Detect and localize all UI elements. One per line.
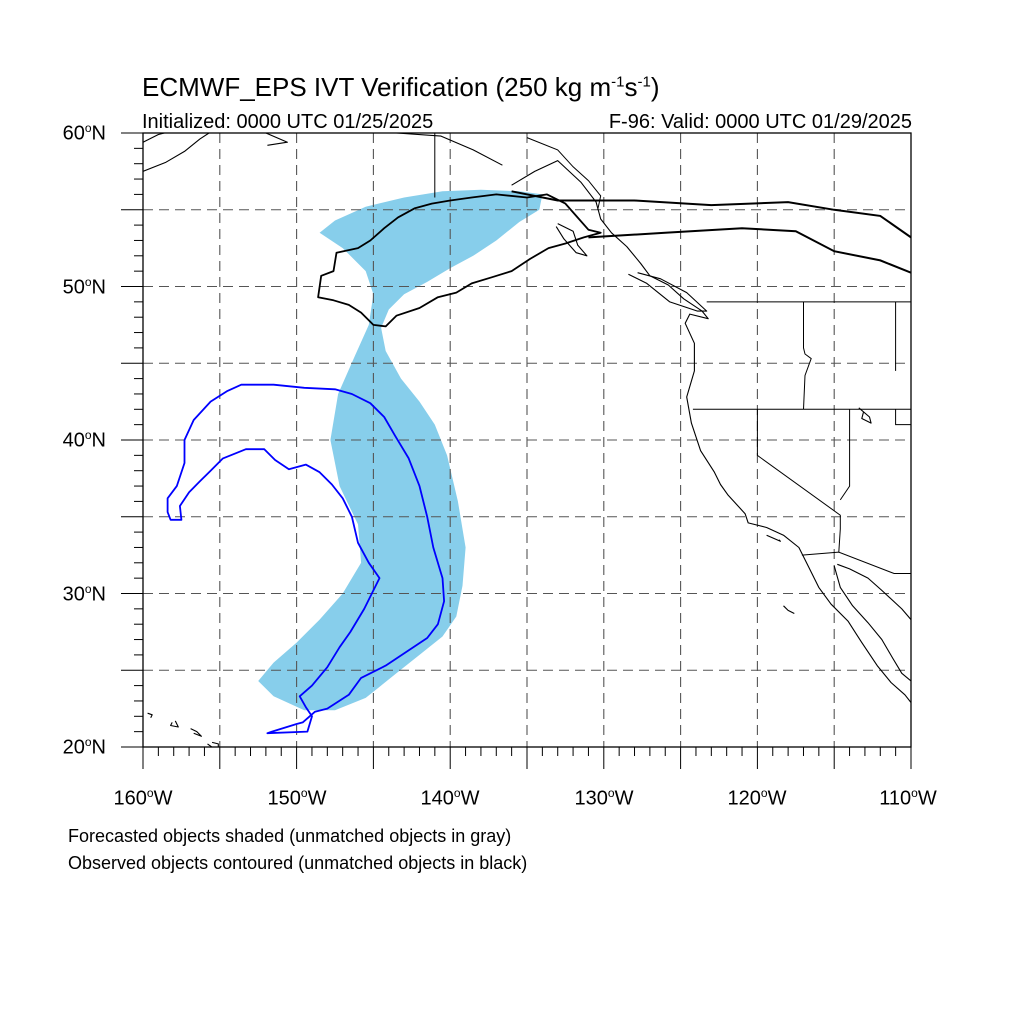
lat-label-30n: 30oN [62,582,106,606]
coastline [837,563,911,620]
lat-label-60n: 60oN [62,121,106,145]
coastline [207,741,219,747]
observed-unmatched-object [317,193,602,328]
political-border [526,137,602,210]
thick-outline [588,227,911,274]
coastline [555,223,588,257]
coastline [143,133,165,143]
lon-label-130w: 130oW [574,786,634,810]
lon-label-160w: 160oW [113,786,173,810]
coastline [396,133,503,166]
chart-title: ECMWF_EPS IVT Verification (250 kg m-1s-… [142,72,660,102]
political-border [803,301,812,410]
political-border [839,409,851,501]
political-border [895,409,911,426]
observed-legend-note: Observed objects contoured (unmatched ob… [68,853,528,873]
lon-label-120w: 120oW [727,786,787,810]
forecast-ivt-object [258,189,543,711]
lon-label-140w: 140oW [420,786,480,810]
lat-label-50n: 50oN [62,275,106,299]
coastline [265,133,288,146]
coastline [833,565,911,682]
lat-label-40n: 40oN [62,428,106,452]
observed-matched-object [166,383,446,735]
political-border [801,551,911,574]
lon-label-110w: 110oW [879,786,937,810]
initialized-label: Initialized: 0000 UTC 01/25/2025 [142,111,434,133]
coastline [628,272,708,312]
coastline [858,407,872,424]
coastline [170,720,179,728]
lat-label-20n: 20oN [62,735,106,759]
coastline [190,728,202,737]
coastline [766,534,781,542]
forecast-legend-note: Forecasted objects shaded (unmatched obj… [68,826,512,846]
coastline [143,133,210,172]
political-border [756,409,841,553]
lon-label-150w: 150oW [267,786,327,810]
coastline [147,712,153,719]
coastline [783,605,795,614]
valid-time-label: F-96: Valid: 0000 UTC 01/29/2025 [608,111,912,133]
thick-outline [511,190,911,239]
